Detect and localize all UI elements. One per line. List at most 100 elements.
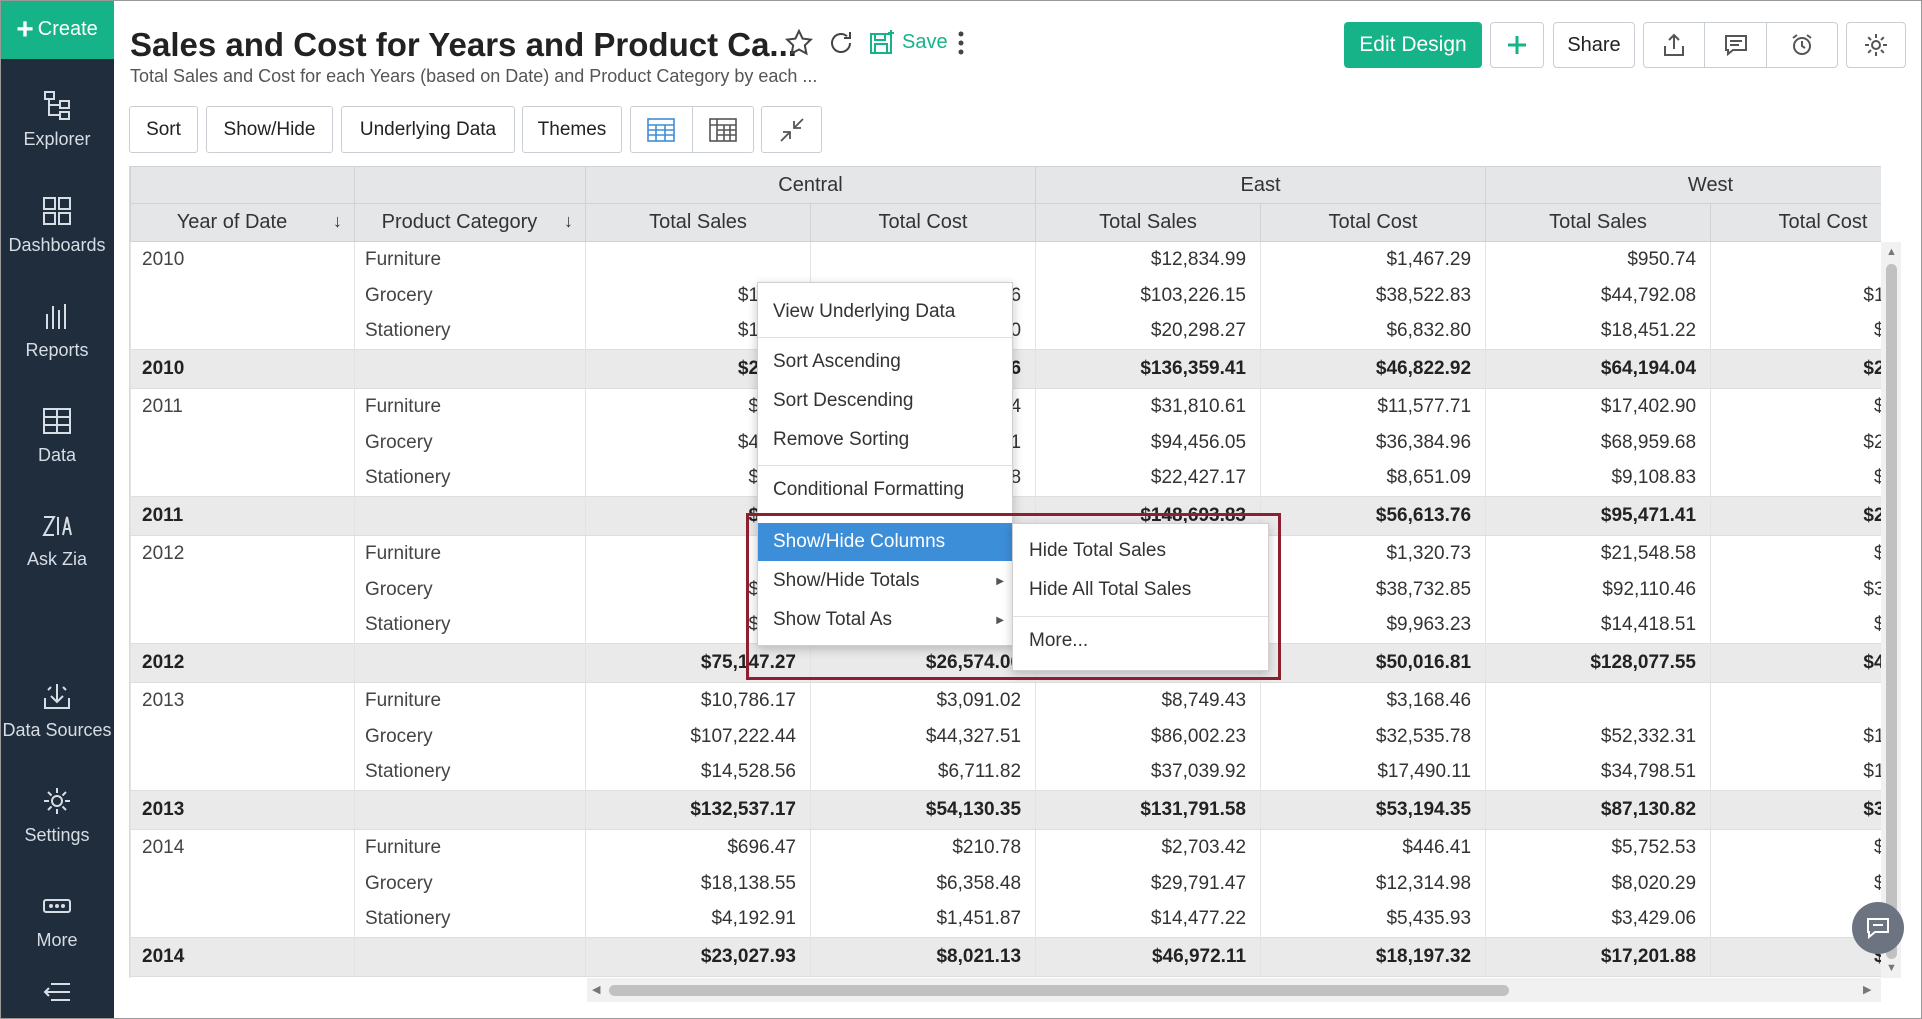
category-cell[interactable] [354,643,586,683]
year-cell[interactable] [130,865,355,902]
value-cell[interactable]: $64,194.04 [1485,349,1711,389]
measure-header[interactable]: Total Sales [585,203,811,242]
value-cell[interactable]: $1,320.73 [1260,535,1486,572]
year-cell[interactable]: 2012 [130,535,355,572]
value-cell[interactable]: $34,03 [1710,790,1881,830]
value-cell[interactable]: $3,091.02 [809,682,1036,719]
value-cell[interactable]: $18,451.22 [1485,313,1711,350]
category-cell[interactable]: Stationery [354,754,586,791]
value-cell[interactable]: $132,537.17 [585,790,811,830]
schedule-button[interactable] [1766,22,1838,68]
value-cell[interactable]: $9,108.83 [1485,460,1711,497]
value-cell[interactable]: $20,298.27 [1035,313,1261,350]
value-cell[interactable]: $2,703.42 [1035,829,1261,866]
category-cell[interactable]: Furniture [354,241,586,278]
category-cell[interactable]: Furniture [354,535,586,572]
value-cell[interactable]: $50,016.81 [1260,643,1486,683]
year-cell[interactable]: 2011 [130,388,355,425]
themes-button[interactable]: Themes [522,106,622,153]
sort-down-icon[interactable]: ↓ [333,211,342,231]
value-cell[interactable]: $8,749.43 [1035,682,1261,719]
submenu-item-hide-all-total-sales[interactable]: Hide All Total Sales [1013,571,1268,609]
value-cell[interactable]: $17,402.90 [1485,388,1711,425]
value-cell[interactable]: $17,201.88 [1485,937,1711,977]
value-cell[interactable]: $24,72 [1710,424,1881,461]
value-cell[interactable]: $10,786.17 [585,682,811,719]
value-cell[interactable]: $3,168.46 [1260,682,1486,719]
scroll-up-icon[interactable]: ▲ [1886,246,1897,258]
export-button[interactable] [1643,22,1705,68]
value-cell[interactable] [585,241,811,278]
measure-header[interactable]: Total Sales [1485,203,1712,242]
submenu-item-more[interactable]: More... [1013,622,1268,660]
value-cell[interactable]: $9,963.23 [1260,607,1486,644]
value-cell[interactable]: $8,68 [1710,937,1881,977]
value-cell[interactable]: $14,418.51 [1485,607,1711,644]
value-cell[interactable]: $38,732.85 [1260,571,1486,608]
category-cell[interactable]: Grocery [354,718,586,755]
horizontal-scrollbar[interactable]: ◀ ▶ [587,978,1881,1002]
value-cell[interactable]: $19,89 [1710,718,1881,755]
menu-item-sort-ascending[interactable]: Sort Ascending [758,343,1012,381]
value-cell[interactable]: $1,86 [1710,460,1881,497]
year-cell[interactable] [130,607,355,644]
value-cell[interactable]: $86,002.23 [1035,718,1261,755]
value-cell[interactable]: $14 [1710,241,1881,278]
value-cell[interactable]: $15,74 [1710,277,1881,314]
category-cell[interactable]: Stationery [354,313,586,350]
value-cell[interactable]: $53,194.35 [1260,790,1486,830]
value-cell[interactable]: $6,711.82 [809,754,1036,791]
collapse-button[interactable] [761,106,822,153]
add-button[interactable] [1490,22,1544,68]
refresh-icon[interactable] [826,28,856,58]
value-cell[interactable]: $95,471.41 [1485,496,1711,536]
value-cell[interactable]: $36,384.96 [1260,424,1486,461]
category-cell[interactable]: Grocery [354,865,586,902]
value-cell[interactable]: $46,972.11 [1035,937,1261,977]
sidebar-item-more[interactable]: More [0,875,114,965]
year-cell[interactable] [130,460,355,497]
settings-button[interactable] [1846,22,1906,68]
value-cell[interactable]: $21,548.58 [1485,535,1711,572]
menu-item-remove-sorting[interactable]: Remove Sorting [758,421,1012,459]
value-cell[interactable]: $17,490.11 [1260,754,1486,791]
scroll-left-icon[interactable]: ◀ [592,984,601,996]
value-cell[interactable]: $29,791.47 [1035,865,1261,902]
value-cell[interactable]: $696.47 [585,829,811,866]
pivot-view-button[interactable] [691,107,754,152]
vertical-scrollbar[interactable]: ▲ ▼ [1881,242,1901,978]
submenu-item-hide-total-sales[interactable]: Hide Total Sales [1013,532,1268,570]
chat-button[interactable] [1852,902,1904,954]
value-cell[interactable]: $44,327.51 [809,718,1036,755]
sidebar-item-data-sources[interactable]: Data Sources [0,665,114,755]
category-cell[interactable] [354,496,586,536]
value-cell[interactable]: $3,34 [1710,388,1881,425]
more-options-icon[interactable] [946,28,976,58]
year-cell[interactable]: 2014 [130,937,355,977]
value-cell[interactable]: $446.41 [1260,829,1486,866]
menu-item-conditional-formatting[interactable]: Conditional Formatting [758,471,1012,509]
value-cell[interactable]: $128,077.55 [1485,643,1711,683]
category-cell[interactable]: Furniture [354,829,586,866]
value-cell[interactable] [809,241,1036,278]
year-cell[interactable] [130,277,355,314]
collapse-sidebar-icon[interactable] [42,980,72,1004]
value-cell[interactable]: $42,63 [1710,643,1881,683]
year-column-header[interactable]: Year of Date ↓ [130,203,355,242]
value-cell[interactable]: $3,24 [1710,829,1881,866]
value-cell[interactable]: $26,574.06 [809,643,1036,683]
year-cell[interactable]: 2012 [130,643,355,683]
sidebar-item-dashboards[interactable]: Dashboards [0,180,114,270]
measure-header[interactable]: Total Cost [809,203,1037,242]
region-header[interactable]: West [1485,166,1881,204]
category-cell[interactable]: Stationery [354,607,586,644]
year-cell[interactable] [130,571,355,608]
create-button[interactable]: + Create [0,0,114,59]
value-cell[interactable]: $21,07 [1710,349,1881,389]
category-cell[interactable] [354,349,586,389]
category-cell[interactable]: Stationery [354,901,586,938]
measure-header[interactable]: Total Cost [1260,203,1487,242]
value-cell[interactable]: $18,197.32 [1260,937,1486,977]
year-cell[interactable] [130,313,355,350]
value-cell[interactable]: $94,456.05 [1035,424,1261,461]
